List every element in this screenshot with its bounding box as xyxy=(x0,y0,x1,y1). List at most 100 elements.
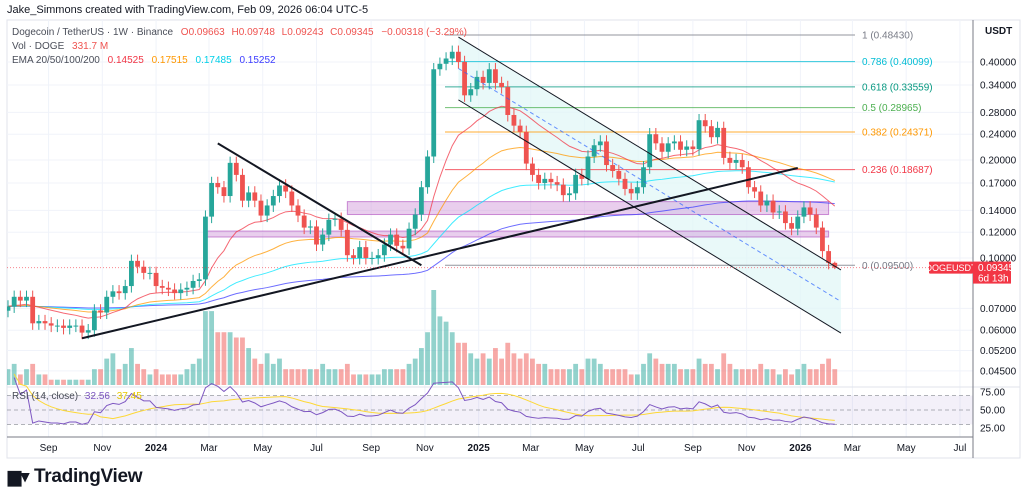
volume-bar xyxy=(758,363,764,385)
candle-body xyxy=(554,182,560,185)
rsi-legend: RSI (14, close) 32.56 37.45 xyxy=(12,391,142,402)
rsi-label[interactable]: RSI (14, close) xyxy=(12,391,79,402)
candle-body xyxy=(196,279,202,281)
ema-label[interactable]: EMA 20/50/100/200 xyxy=(12,55,100,66)
volume-bar xyxy=(122,363,128,385)
ema100-value: 0.17485 xyxy=(195,55,232,66)
candle-body xyxy=(98,310,103,313)
fib-level-label: 0.236 (0.18687) xyxy=(862,165,933,176)
symbol-title[interactable]: Dogecoin / TetherUS · 1W · Binance xyxy=(12,27,174,38)
trendline xyxy=(217,142,422,267)
volume-label[interactable]: Vol · DOGE xyxy=(12,41,65,52)
volume-bar xyxy=(258,363,264,385)
candle-body xyxy=(116,291,122,294)
price-tick-label: 0.10000 xyxy=(980,254,1017,265)
volume-bar xyxy=(141,369,147,385)
candle-body xyxy=(178,289,184,294)
candle-body xyxy=(480,76,486,83)
volume-bar xyxy=(307,369,313,385)
volume-bar xyxy=(48,379,54,385)
volume-bar xyxy=(567,369,572,385)
volume-bar xyxy=(203,311,208,385)
volume-bar xyxy=(135,363,140,385)
candle-body xyxy=(227,162,233,197)
candle-body xyxy=(776,211,782,213)
price-tick-label: 0.14000 xyxy=(980,206,1017,217)
candle-body xyxy=(616,171,622,179)
price-axis-unit[interactable]: USDT xyxy=(985,26,1013,37)
volume-bar xyxy=(227,332,233,385)
volume-bar xyxy=(17,374,23,385)
volume-bar xyxy=(233,337,239,385)
candle-body xyxy=(159,286,165,288)
volume-bar xyxy=(832,369,838,385)
candle-body xyxy=(24,296,29,301)
volume-bar xyxy=(820,363,825,385)
tradingview-logo[interactable]: ▆▾ TradingView xyxy=(8,466,143,487)
volume-bar xyxy=(196,358,202,385)
candle-body xyxy=(289,191,295,206)
time-tick-label: Sep xyxy=(40,443,58,454)
change-value: −0.00318 (−3.29%) xyxy=(381,27,467,38)
volume-bar xyxy=(412,358,418,385)
close-value: C0.09345 xyxy=(330,27,374,38)
volume-value: 331.7 M xyxy=(72,41,109,52)
rsi-ma-line xyxy=(13,373,835,421)
candle-body xyxy=(647,134,653,168)
candle-body xyxy=(61,325,66,328)
volume-bar xyxy=(456,342,461,385)
candle-body xyxy=(604,141,609,166)
volume-bar xyxy=(610,369,616,385)
channel-lower-line xyxy=(458,99,842,334)
volume-bar xyxy=(739,369,745,385)
channel-mid-line xyxy=(458,68,842,302)
volume-bar xyxy=(172,374,177,385)
candle-body xyxy=(542,178,548,183)
price-tick-label: 0.34000 xyxy=(980,80,1017,91)
candle-body xyxy=(573,174,579,194)
candle-body xyxy=(344,229,350,256)
ema200-line xyxy=(7,200,835,309)
price-pane xyxy=(7,34,855,385)
candle-body xyxy=(11,296,17,307)
candle-body xyxy=(696,120,702,150)
volume-bar xyxy=(314,369,319,385)
open-value: O0.09663 xyxy=(180,27,225,38)
candle-body xyxy=(653,134,659,144)
volume-bar xyxy=(129,348,134,385)
volume-bar xyxy=(634,374,640,385)
volume-bar xyxy=(628,374,634,385)
time-tick-label: Mar xyxy=(522,443,540,454)
chart-frame xyxy=(6,19,1021,459)
candle-body xyxy=(610,165,616,172)
volume-bar xyxy=(381,369,387,385)
volume-bar xyxy=(499,358,504,385)
candle-body xyxy=(548,178,554,183)
volume-bar xyxy=(493,348,498,385)
volume-bar xyxy=(252,358,258,385)
candle-body xyxy=(622,178,628,189)
candle-body xyxy=(739,160,745,168)
candle-body xyxy=(770,200,776,213)
price-tick-label: 0.07000 xyxy=(980,304,1017,315)
candle-body xyxy=(456,51,461,62)
volume-bar xyxy=(665,363,671,385)
volume-bar xyxy=(351,374,356,385)
candle-body xyxy=(813,214,819,228)
candle-body xyxy=(789,223,794,229)
candle-body xyxy=(499,82,504,88)
time-tick-label: May xyxy=(253,443,272,454)
candle-body xyxy=(758,191,764,206)
volume-bar xyxy=(813,369,819,385)
volume-bar xyxy=(85,379,91,385)
ema20-value: 0.14525 xyxy=(107,55,144,66)
volume-bar xyxy=(406,363,412,385)
candle-body xyxy=(678,141,683,150)
candle-body xyxy=(295,205,301,216)
candle-body xyxy=(591,145,597,157)
candle-body xyxy=(832,262,838,268)
candle-body xyxy=(486,69,492,83)
volume-bar xyxy=(530,358,535,385)
volume-bar xyxy=(480,353,486,385)
